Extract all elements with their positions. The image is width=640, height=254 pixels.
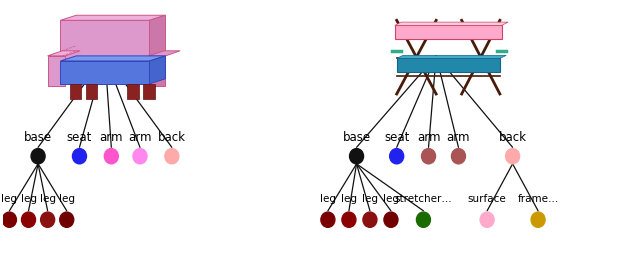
Polygon shape — [127, 84, 139, 99]
Text: leg: leg — [40, 195, 56, 204]
Text: leg: leg — [341, 195, 357, 204]
Text: back: back — [158, 131, 186, 144]
Polygon shape — [150, 15, 166, 61]
Ellipse shape — [133, 149, 147, 164]
Ellipse shape — [22, 212, 36, 227]
Text: seat: seat — [67, 131, 92, 144]
Text: leg: leg — [1, 195, 17, 204]
Polygon shape — [70, 84, 81, 99]
Text: seat: seat — [384, 131, 410, 144]
Ellipse shape — [531, 212, 545, 227]
Text: surface: surface — [468, 195, 506, 204]
Ellipse shape — [72, 149, 86, 164]
Ellipse shape — [31, 149, 45, 164]
Ellipse shape — [349, 149, 364, 164]
Text: stretcher…: stretcher… — [394, 195, 452, 204]
Polygon shape — [148, 51, 180, 56]
Text: leg: leg — [362, 195, 378, 204]
Ellipse shape — [422, 149, 436, 164]
Ellipse shape — [321, 212, 335, 227]
Polygon shape — [47, 51, 80, 56]
Text: leg: leg — [20, 195, 36, 204]
Text: leg: leg — [320, 195, 336, 204]
Polygon shape — [395, 22, 508, 25]
Ellipse shape — [3, 212, 17, 227]
Polygon shape — [150, 56, 166, 84]
Text: back: back — [499, 131, 527, 144]
Text: frame…: frame… — [517, 195, 559, 204]
Polygon shape — [148, 56, 166, 86]
Ellipse shape — [60, 212, 74, 227]
Polygon shape — [60, 15, 166, 20]
Ellipse shape — [40, 212, 54, 227]
Polygon shape — [60, 56, 166, 61]
Text: arm: arm — [417, 131, 440, 144]
Polygon shape — [60, 20, 150, 61]
Ellipse shape — [104, 149, 118, 164]
Ellipse shape — [417, 212, 431, 227]
Text: arm: arm — [447, 131, 470, 144]
Ellipse shape — [165, 149, 179, 164]
Polygon shape — [47, 56, 65, 86]
Polygon shape — [397, 55, 506, 58]
Polygon shape — [86, 84, 97, 99]
Text: arm: arm — [100, 131, 123, 144]
Ellipse shape — [506, 149, 520, 164]
Polygon shape — [143, 84, 155, 99]
Ellipse shape — [384, 212, 398, 227]
Text: base: base — [24, 131, 52, 144]
Text: arm: arm — [128, 131, 152, 144]
Polygon shape — [60, 61, 150, 84]
Ellipse shape — [480, 212, 494, 227]
Ellipse shape — [363, 212, 377, 227]
Ellipse shape — [342, 212, 356, 227]
Ellipse shape — [390, 149, 404, 164]
Polygon shape — [397, 58, 500, 72]
Text: base: base — [342, 131, 371, 144]
Ellipse shape — [451, 149, 465, 164]
Polygon shape — [395, 25, 502, 39]
Text: leg: leg — [59, 195, 75, 204]
Text: leg: leg — [383, 195, 399, 204]
